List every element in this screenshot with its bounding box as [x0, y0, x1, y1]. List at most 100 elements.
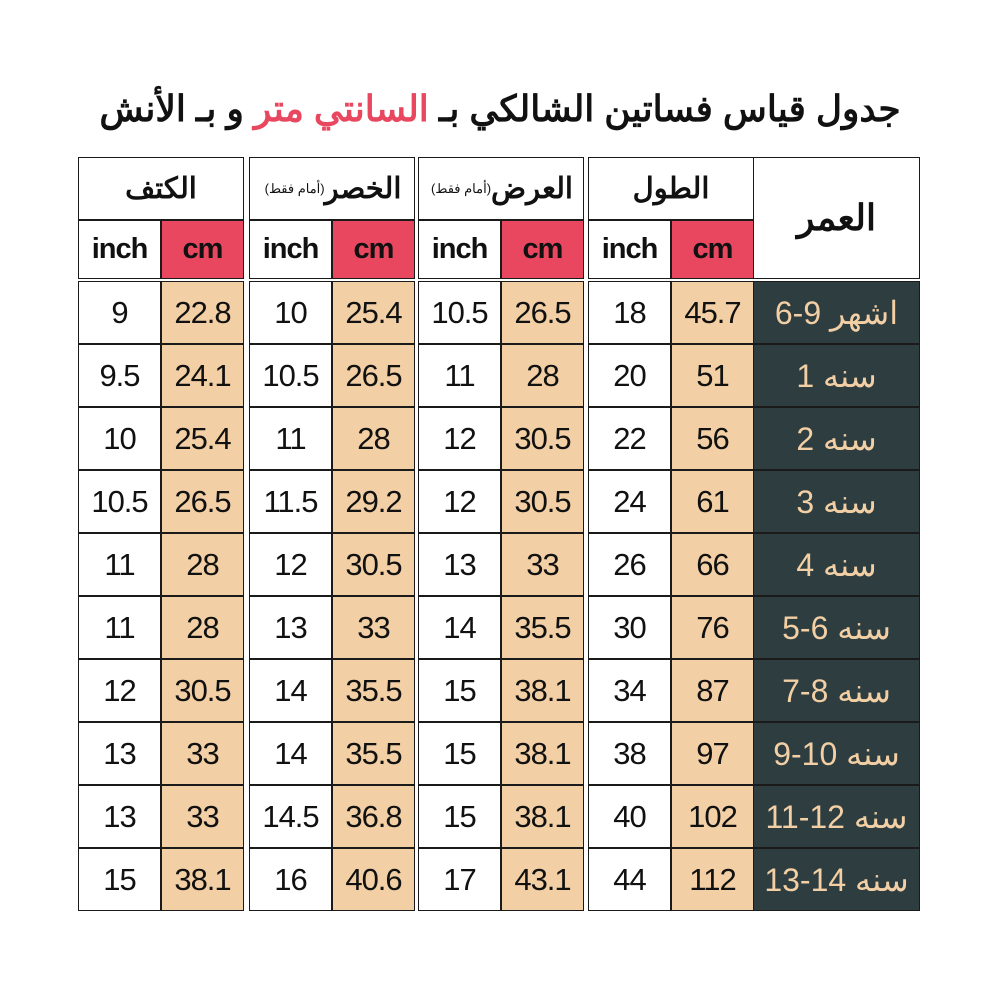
cm-value: 26.5: [161, 470, 244, 533]
cm-value: 33: [332, 596, 415, 659]
cm-value: 22.8: [161, 281, 244, 344]
age-cell: 4 سنه: [753, 533, 920, 596]
inch-value: 12: [78, 659, 161, 722]
cm-value: 76: [671, 596, 754, 659]
cm-value: 24.1: [161, 344, 244, 407]
group-header: الطول: [588, 157, 754, 220]
group-header: الكتف: [78, 157, 244, 220]
group-name: الطول: [632, 173, 711, 205]
unit-header: cm: [501, 220, 584, 279]
inch-value: 12: [249, 533, 332, 596]
age-cell: 3 سنه: [753, 470, 920, 533]
cm-value: 51: [671, 344, 754, 407]
inch-value: 22: [588, 407, 671, 470]
inch-value: 14: [249, 722, 332, 785]
cm-value: 66: [671, 533, 754, 596]
inch-value: 34: [588, 659, 671, 722]
age-cell: 1 سنه: [753, 344, 920, 407]
inch-value: 18: [588, 281, 671, 344]
inch-value: 11: [78, 596, 161, 659]
cm-value: 40.6: [332, 848, 415, 911]
cm-value: 28: [332, 407, 415, 470]
inch-value: 15: [418, 785, 501, 848]
inch-value: 16: [249, 848, 332, 911]
inch-value: 44: [588, 848, 671, 911]
cm-value: 30.5: [332, 533, 415, 596]
inch-value: 13: [418, 533, 501, 596]
group-name: الكتف: [125, 173, 198, 205]
unit-header: inch: [588, 220, 671, 279]
group-name: العرض: [491, 173, 574, 205]
cm-value: 56: [671, 407, 754, 470]
age-cell: 9-10 سنه: [753, 722, 920, 785]
cm-value: 38.1: [501, 659, 584, 722]
age-cell: 7-8 سنه: [753, 659, 920, 722]
inch-value: 14: [418, 596, 501, 659]
cm-value: 97: [671, 722, 754, 785]
group-note: (أمام فقط): [431, 180, 492, 196]
inch-value: 15: [418, 659, 501, 722]
inch-value: 40: [588, 785, 671, 848]
cm-value: 45.7: [671, 281, 754, 344]
inch-value: 17: [418, 848, 501, 911]
inch-value: 13: [78, 785, 161, 848]
inch-value: 13: [249, 596, 332, 659]
cm-value: 33: [501, 533, 584, 596]
inch-value: 9: [78, 281, 161, 344]
age-cell: 6-9 اشهر: [753, 281, 920, 344]
cm-value: 30.5: [501, 470, 584, 533]
cm-value: 61: [671, 470, 754, 533]
unit-header: inch: [78, 220, 161, 279]
age-cell: 13-14 سنه: [753, 848, 920, 911]
cm-value: 87: [671, 659, 754, 722]
cm-value: 36.8: [332, 785, 415, 848]
cm-value: 33: [161, 785, 244, 848]
inch-value: 20: [588, 344, 671, 407]
inch-value: 11: [418, 344, 501, 407]
cm-value: 112: [671, 848, 754, 911]
group-name: الخصر: [324, 173, 403, 205]
cm-value: 35.5: [332, 722, 415, 785]
cm-value: 38.1: [501, 785, 584, 848]
inch-value: 30: [588, 596, 671, 659]
inch-value: 10: [249, 281, 332, 344]
cm-value: 28: [161, 596, 244, 659]
cm-value: 30.5: [161, 659, 244, 722]
unit-header: cm: [671, 220, 754, 279]
cm-value: 26.5: [332, 344, 415, 407]
inch-value: 12: [418, 470, 501, 533]
unit-header: cm: [161, 220, 244, 279]
age-header: العمر: [753, 157, 920, 279]
inch-value: 9.5: [78, 344, 161, 407]
group-header: الخصر (أمام فقط): [249, 157, 415, 220]
cm-value: 29.2: [332, 470, 415, 533]
inch-value: 24: [588, 470, 671, 533]
unit-header: inch: [249, 220, 332, 279]
age-cell: 5-6 سنه: [753, 596, 920, 659]
unit-header: inch: [418, 220, 501, 279]
inch-value: 15: [418, 722, 501, 785]
inch-value: 12: [418, 407, 501, 470]
title-after: و بـ الأنش: [99, 88, 244, 129]
title-before: جدول قياس فساتين الشالكي بـ: [438, 88, 901, 129]
cm-value: 30.5: [501, 407, 584, 470]
cm-value: 35.5: [501, 596, 584, 659]
cm-value: 28: [161, 533, 244, 596]
cm-value: 33: [161, 722, 244, 785]
cm-value: 35.5: [332, 659, 415, 722]
cm-value: 28: [501, 344, 584, 407]
inch-value: 38: [588, 722, 671, 785]
cm-value: 102: [671, 785, 754, 848]
inch-value: 10.5: [249, 344, 332, 407]
inch-value: 10.5: [418, 281, 501, 344]
title-highlight: السانتي متر: [253, 88, 429, 129]
inch-value: 15: [78, 848, 161, 911]
inch-value: 13: [78, 722, 161, 785]
inch-value: 10: [78, 407, 161, 470]
inch-value: 11: [249, 407, 332, 470]
inch-value: 14: [249, 659, 332, 722]
cm-value: 38.1: [501, 722, 584, 785]
age-cell: 2 سنه: [753, 407, 920, 470]
inch-value: 10.5: [78, 470, 161, 533]
